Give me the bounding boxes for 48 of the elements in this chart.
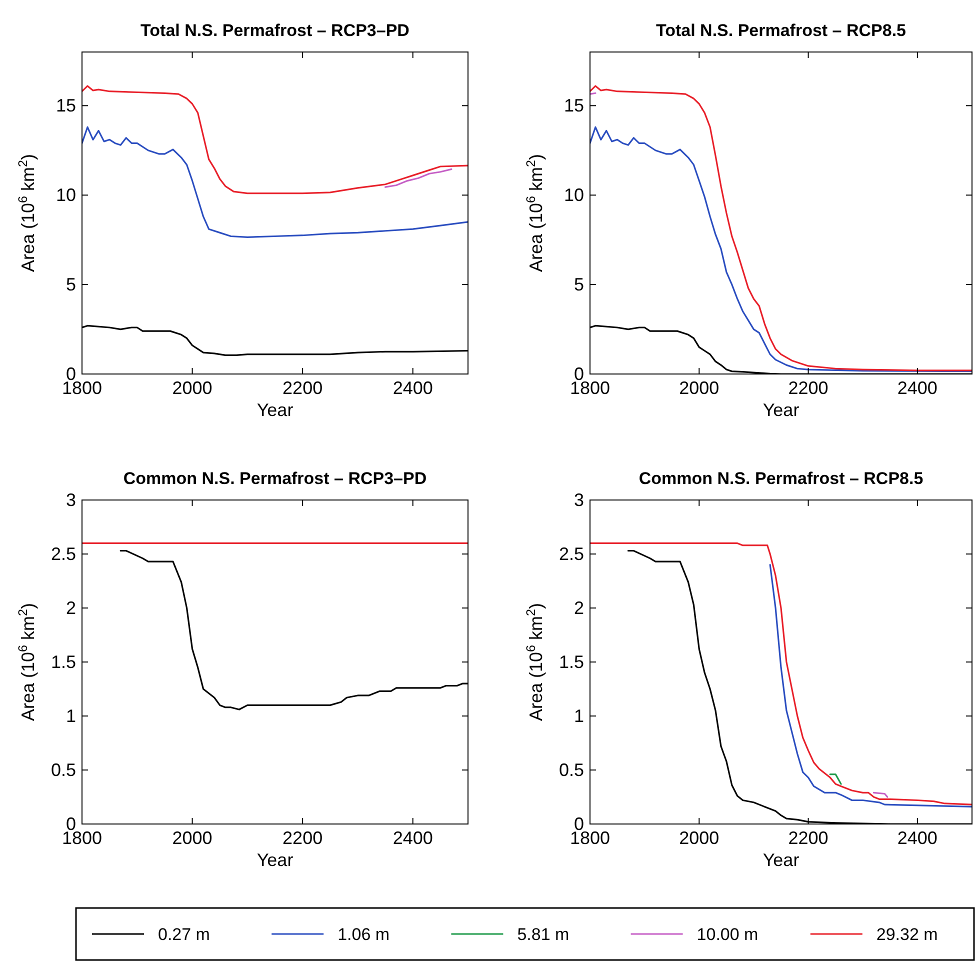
chart-title: Total N.S. Permafrost – RCP8.5	[656, 21, 906, 40]
x-axis-title: Year	[762, 850, 800, 870]
line-series	[384, 168, 452, 188]
y-tick-label: 2.5	[558, 544, 584, 564]
legend-label: 10.00 m	[696, 925, 758, 944]
x-tick-label: 2000	[172, 828, 212, 848]
x-tick-label: 2400	[392, 828, 433, 848]
x-tick-label: 2200	[788, 828, 828, 848]
x-tick-label: 2400	[897, 378, 938, 398]
x-tick-label: 2400	[392, 378, 433, 398]
y-tick-label: 5	[574, 274, 584, 295]
y-tick-label: 0.5	[558, 760, 584, 780]
line-series	[590, 542, 972, 806]
y-tick-label: 1.5	[50, 652, 76, 672]
chart-title: Total N.S. Permafrost – RCP3–PD	[140, 21, 410, 40]
line-series	[82, 85, 468, 194]
y-tick-label: 2	[66, 598, 76, 618]
y-tick-label: 2	[574, 598, 584, 618]
y-tick-label: 1	[574, 706, 584, 726]
y-tick-label: 10	[56, 185, 76, 206]
y-tick-label: 1.5	[558, 652, 584, 672]
legend-label: 0.27 m	[158, 925, 210, 944]
x-tick-label: 2200	[282, 828, 323, 848]
y-tick-label: 3	[574, 490, 584, 510]
y-tick-label: 0.5	[50, 760, 76, 780]
y-tick-label: 2.5	[50, 544, 76, 564]
x-tick-label: 2000	[172, 378, 212, 398]
chart-title: Common N.S. Permafrost – RCP8.5	[638, 469, 924, 488]
y-tick-label: 15	[56, 96, 76, 116]
legend-label: 1.06 m	[338, 925, 390, 944]
y-tick-label: 15	[564, 96, 584, 116]
x-tick-label: 2000	[679, 378, 720, 398]
x-axis-title: Year	[762, 400, 800, 420]
chart-title: Common N.S. Permafrost – RCP3–PD	[123, 469, 427, 488]
y-tick-label: 3	[66, 490, 76, 510]
line-series	[82, 126, 468, 238]
y-tick-label: 5	[66, 274, 76, 295]
x-axis-title: Year	[256, 400, 294, 420]
legend-label: 29.32 m	[876, 925, 938, 944]
legend-label: 5.81 m	[517, 925, 570, 944]
line-series	[769, 564, 972, 808]
x-tick-label: 2000	[679, 828, 720, 848]
x-tick-label: 2200	[282, 378, 323, 398]
x-tick-label: 2200	[788, 378, 828, 398]
y-tick-label: 10	[564, 185, 584, 206]
x-tick-label: 2400	[897, 828, 938, 848]
y-tick-label: 1	[66, 706, 76, 726]
x-axis-title: Year	[256, 850, 294, 870]
